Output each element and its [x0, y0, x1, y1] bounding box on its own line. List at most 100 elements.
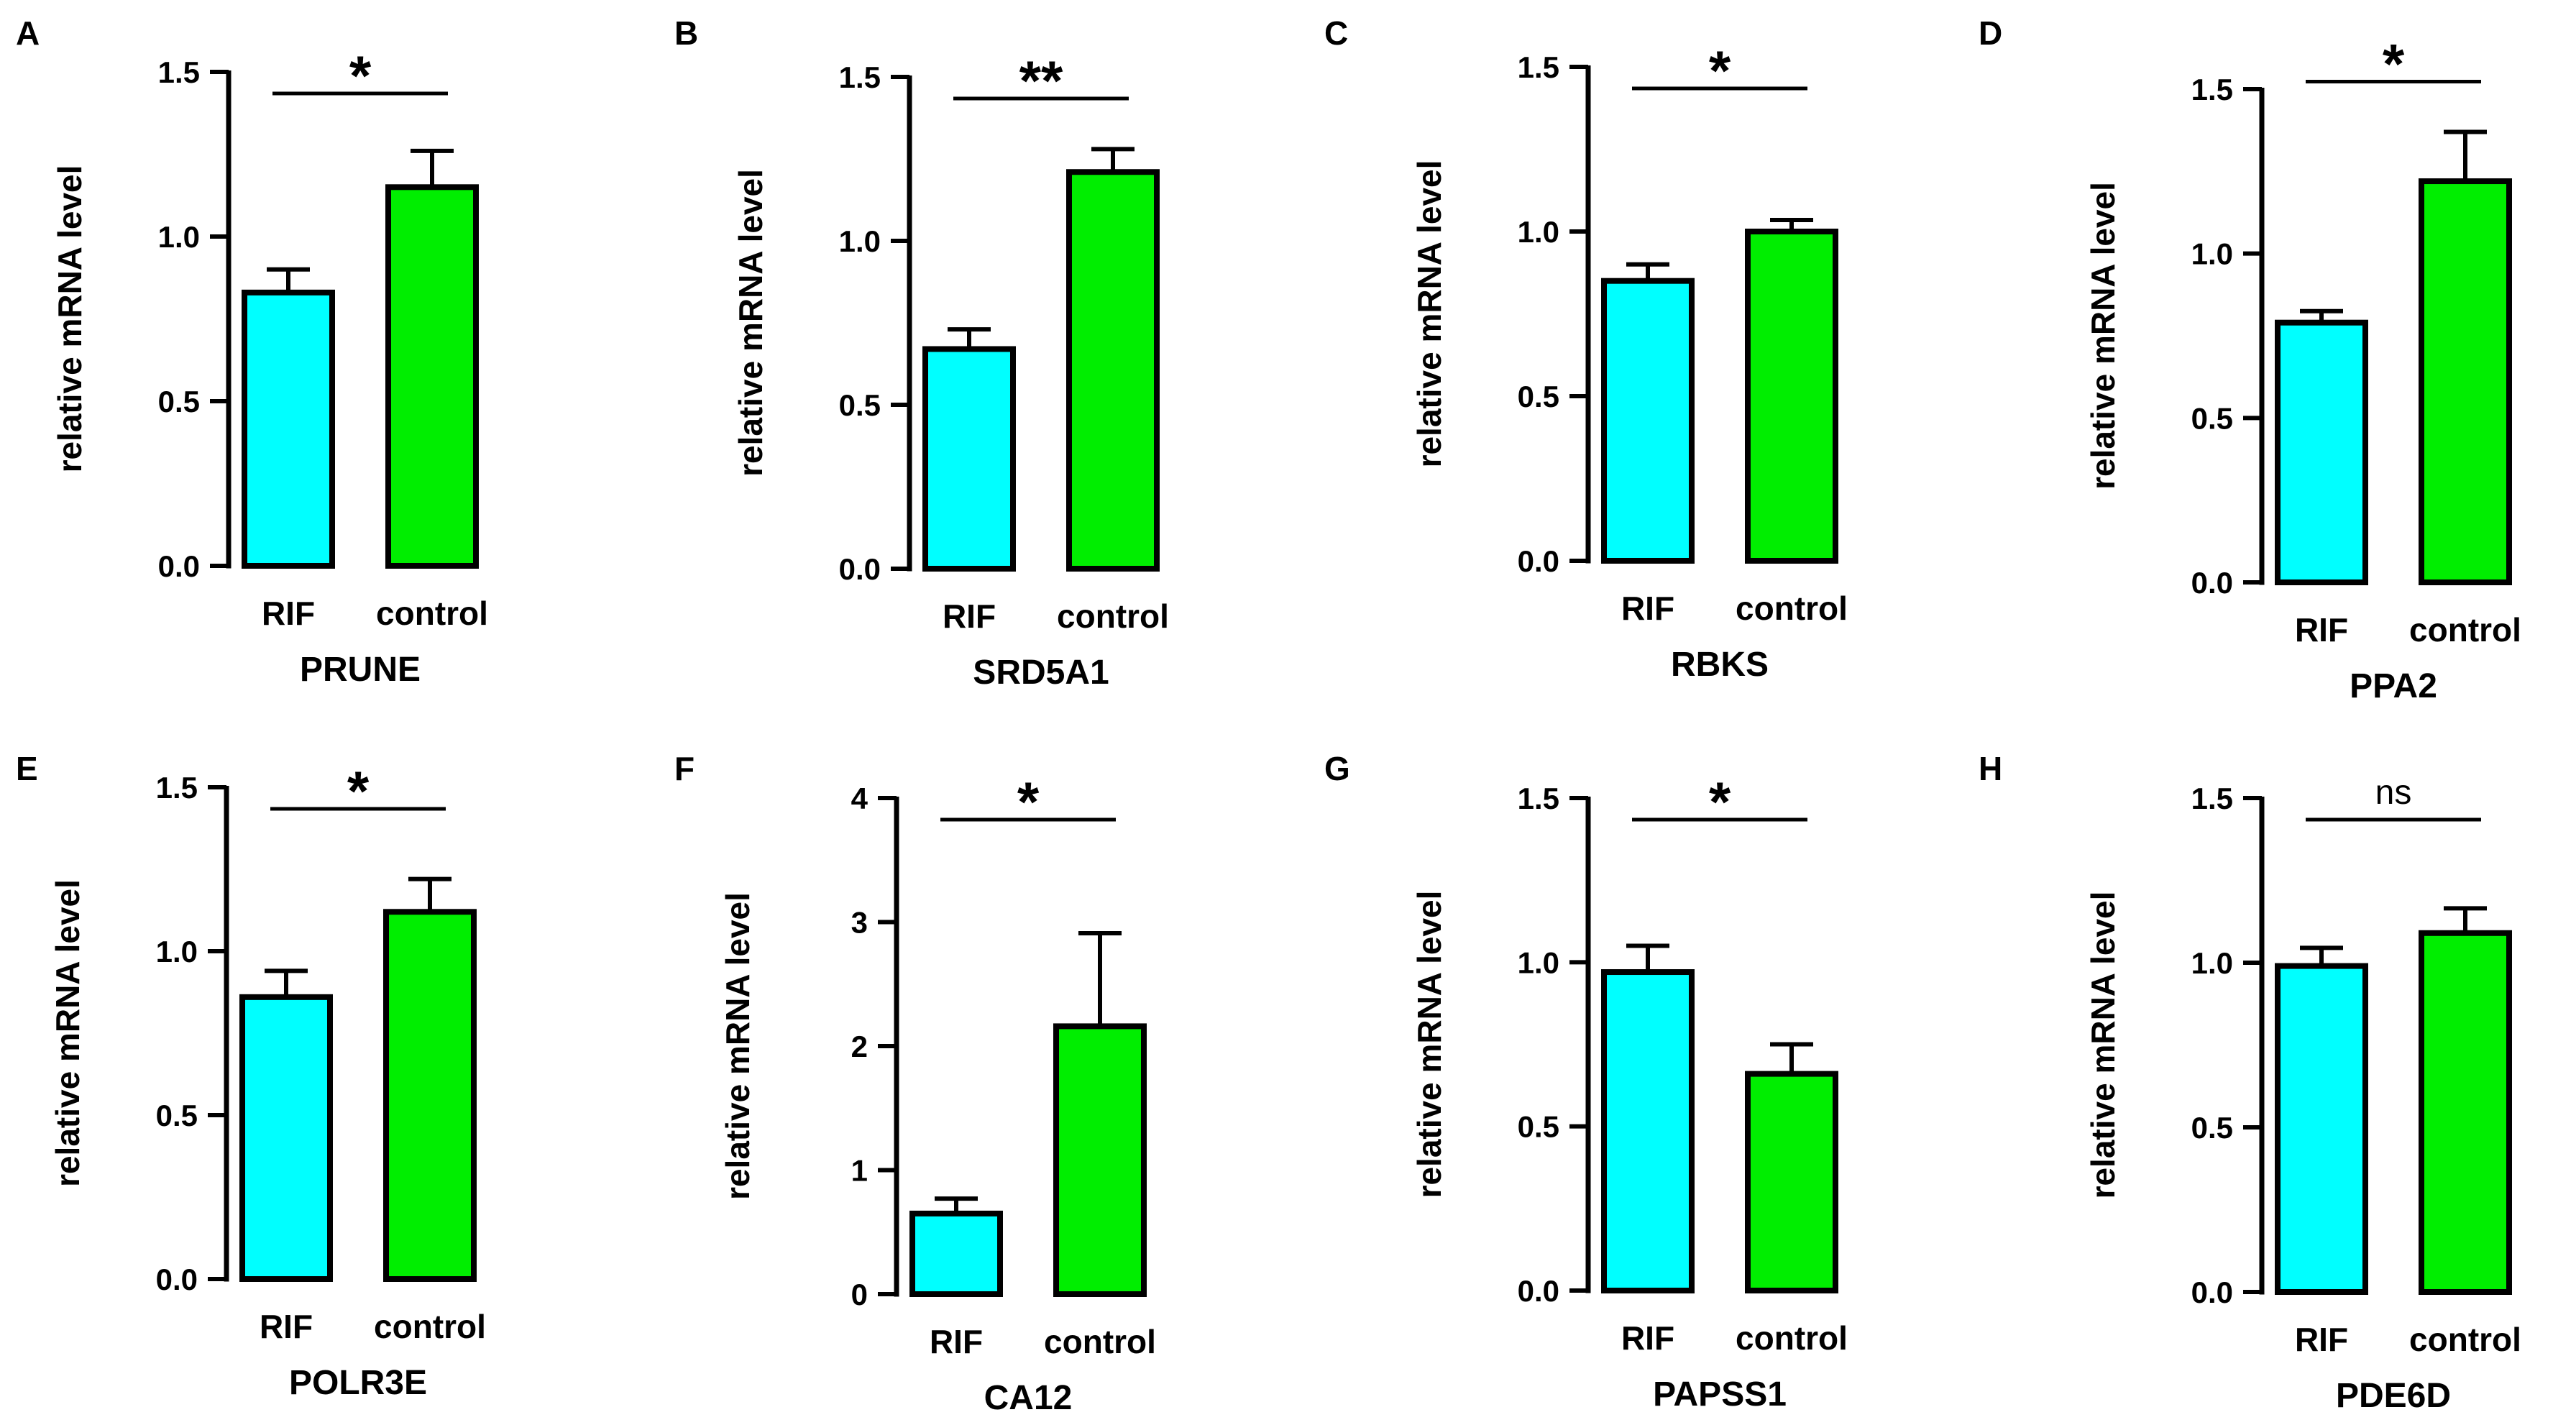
panel-letter: A — [16, 14, 40, 52]
panel-a: A 0.0 0.5 1.0 1.5 relative mRNA level RIF contr… — [16, 14, 488, 689]
y-tick-label: 1.5 — [158, 55, 200, 89]
y-axis-label: relative mRNA level — [49, 879, 86, 1187]
y-axis-label: relative mRNA level — [1411, 891, 1448, 1199]
y-tick-label: 1.5 — [156, 771, 198, 805]
category-label-control: control — [1736, 1319, 1848, 1357]
category-label-control: control — [1736, 590, 1848, 627]
panel-letter: B — [674, 14, 698, 52]
bar-control — [1053, 1023, 1147, 1298]
bar-rif — [922, 346, 1016, 572]
bar-control — [2419, 930, 2512, 1296]
y-tick-label: 4 — [851, 782, 868, 815]
y-tick-label: 0.5 — [839, 388, 881, 422]
gene-label: RBKS — [1671, 646, 1769, 684]
y-tick-label: 0.0 — [1518, 1274, 1559, 1308]
y-axis-label: relative mRNA level — [1411, 160, 1448, 468]
significance-label: * — [2383, 32, 2405, 95]
y-tick-label: 0.0 — [839, 552, 881, 586]
gene-label: PPA2 — [2350, 667, 2437, 705]
y-tick-label: 0.0 — [158, 549, 200, 583]
y-axis-label: relative mRNA level — [719, 892, 756, 1200]
y-tick-label: 2 — [851, 1030, 868, 1063]
bar-rif — [2275, 963, 2368, 1295]
category-label-rif: RIF — [930, 1323, 983, 1360]
category-label-rif: RIF — [943, 597, 996, 635]
gene-label: PAPSS1 — [1653, 1375, 1787, 1413]
bar-rif — [1601, 278, 1695, 564]
category-label-rif: RIF — [2295, 611, 2348, 649]
bar-control — [1066, 169, 1160, 572]
y-tick-label: 1.0 — [158, 220, 200, 254]
y-tick-label: 1.5 — [1518, 50, 1559, 84]
y-tick-label: 1.5 — [839, 60, 881, 94]
panel-letter: E — [16, 750, 38, 787]
y-tick-label: 1.5 — [2191, 782, 2233, 815]
gene-label: CA12 — [984, 1379, 1073, 1417]
panel-letter: G — [1324, 750, 1350, 787]
panel-c: C 0.0 0.5 1.0 1.5 relative mRNA level RIF contr… — [1324, 14, 1848, 684]
y-tick-label: 0.0 — [2191, 566, 2233, 600]
significance-label: * — [347, 759, 370, 823]
y-tick-label: 1 — [851, 1154, 868, 1188]
panel-b: B 0.0 0.5 1.0 1.5 relative mRNA level RIF contr… — [674, 14, 1169, 692]
y-tick-label: 0 — [851, 1278, 868, 1311]
y-tick-label: 0.0 — [2191, 1275, 2233, 1309]
gene-label: PRUNE — [300, 651, 421, 689]
gene-label: PDE6D — [2336, 1377, 2451, 1415]
y-tick-label: 0.5 — [156, 1099, 198, 1132]
category-label-rif: RIF — [1621, 590, 1674, 627]
y-tick-label: 0.0 — [156, 1263, 198, 1296]
significance-label: ** — [1019, 49, 1063, 112]
panel-letter: D — [1979, 14, 2002, 52]
category-label-control: control — [2409, 611, 2521, 649]
bar-control — [1745, 229, 1838, 564]
bar-control — [385, 184, 479, 569]
category-label-rif: RIF — [1621, 1319, 1674, 1357]
category-label-control: control — [2409, 1321, 2521, 1358]
bar-rif — [242, 289, 335, 569]
y-tick-label: 1.0 — [1518, 215, 1559, 249]
y-axis-label: relative mRNA level — [2084, 182, 2122, 490]
y-tick-label: 1.0 — [2191, 237, 2233, 271]
y-tick-label: 0.5 — [2191, 401, 2233, 435]
y-axis-label: relative mRNA level — [2084, 892, 2122, 1199]
significance-label: * — [1709, 39, 1731, 102]
y-tick-label: 1.5 — [2191, 73, 2233, 106]
bar-rif — [239, 994, 333, 1282]
gene-label: SRD5A1 — [973, 654, 1109, 692]
y-tick-label: 1.0 — [2191, 946, 2233, 980]
bar-control — [383, 909, 477, 1283]
y-tick-label: 1.5 — [1518, 782, 1559, 815]
panel-h: H 0.0 0.5 1.0 1.5 relative mRNA level RIF contr… — [1979, 750, 2521, 1415]
y-tick-label: 0.5 — [2191, 1111, 2233, 1145]
significance-label: * — [1709, 770, 1731, 833]
panel-letter: C — [1324, 14, 1348, 52]
bar-control — [1745, 1071, 1838, 1293]
panel-d: D 0.0 0.5 1.0 1.5 relative mRNA level RIF contr… — [1979, 14, 2521, 705]
bar-rif — [1601, 969, 1695, 1293]
bar-rif — [2275, 319, 2368, 585]
panel-letter: F — [674, 750, 695, 787]
y-axis-label: relative mRNA level — [732, 169, 769, 477]
y-tick-label: 0.0 — [1518, 544, 1559, 578]
panel-e: E 0.0 0.5 1.0 1.5 relative mRNA level RIF contr… — [16, 750, 486, 1402]
y-tick-label: 1.0 — [1518, 945, 1559, 979]
y-tick-label: 1.0 — [156, 935, 198, 968]
category-label-control: control — [374, 1308, 486, 1345]
significance-label: * — [1017, 770, 1040, 833]
y-tick-label: 1.0 — [839, 224, 881, 258]
y-tick-label: 0.5 — [158, 385, 200, 418]
y-tick-label: 3 — [851, 906, 868, 940]
significance-label: ns — [2375, 774, 2412, 812]
y-tick-label: 0.5 — [1518, 1110, 1559, 1144]
bar-rif — [909, 1210, 1003, 1297]
panel-letter: H — [1979, 750, 2002, 787]
category-label-rif: RIF — [260, 1308, 313, 1345]
significance-label: * — [349, 44, 372, 107]
panel-g: G 0.0 0.5 1.0 1.5 relative mRNA level RIF contr… — [1324, 750, 1848, 1413]
category-label-control: control — [376, 595, 488, 632]
gene-label: POLR3E — [289, 1364, 427, 1402]
category-label-control: control — [1057, 597, 1169, 635]
panel-f: F 0 1 2 3 4 relative mRNA level RIF control CA12 * — [674, 750, 1156, 1417]
